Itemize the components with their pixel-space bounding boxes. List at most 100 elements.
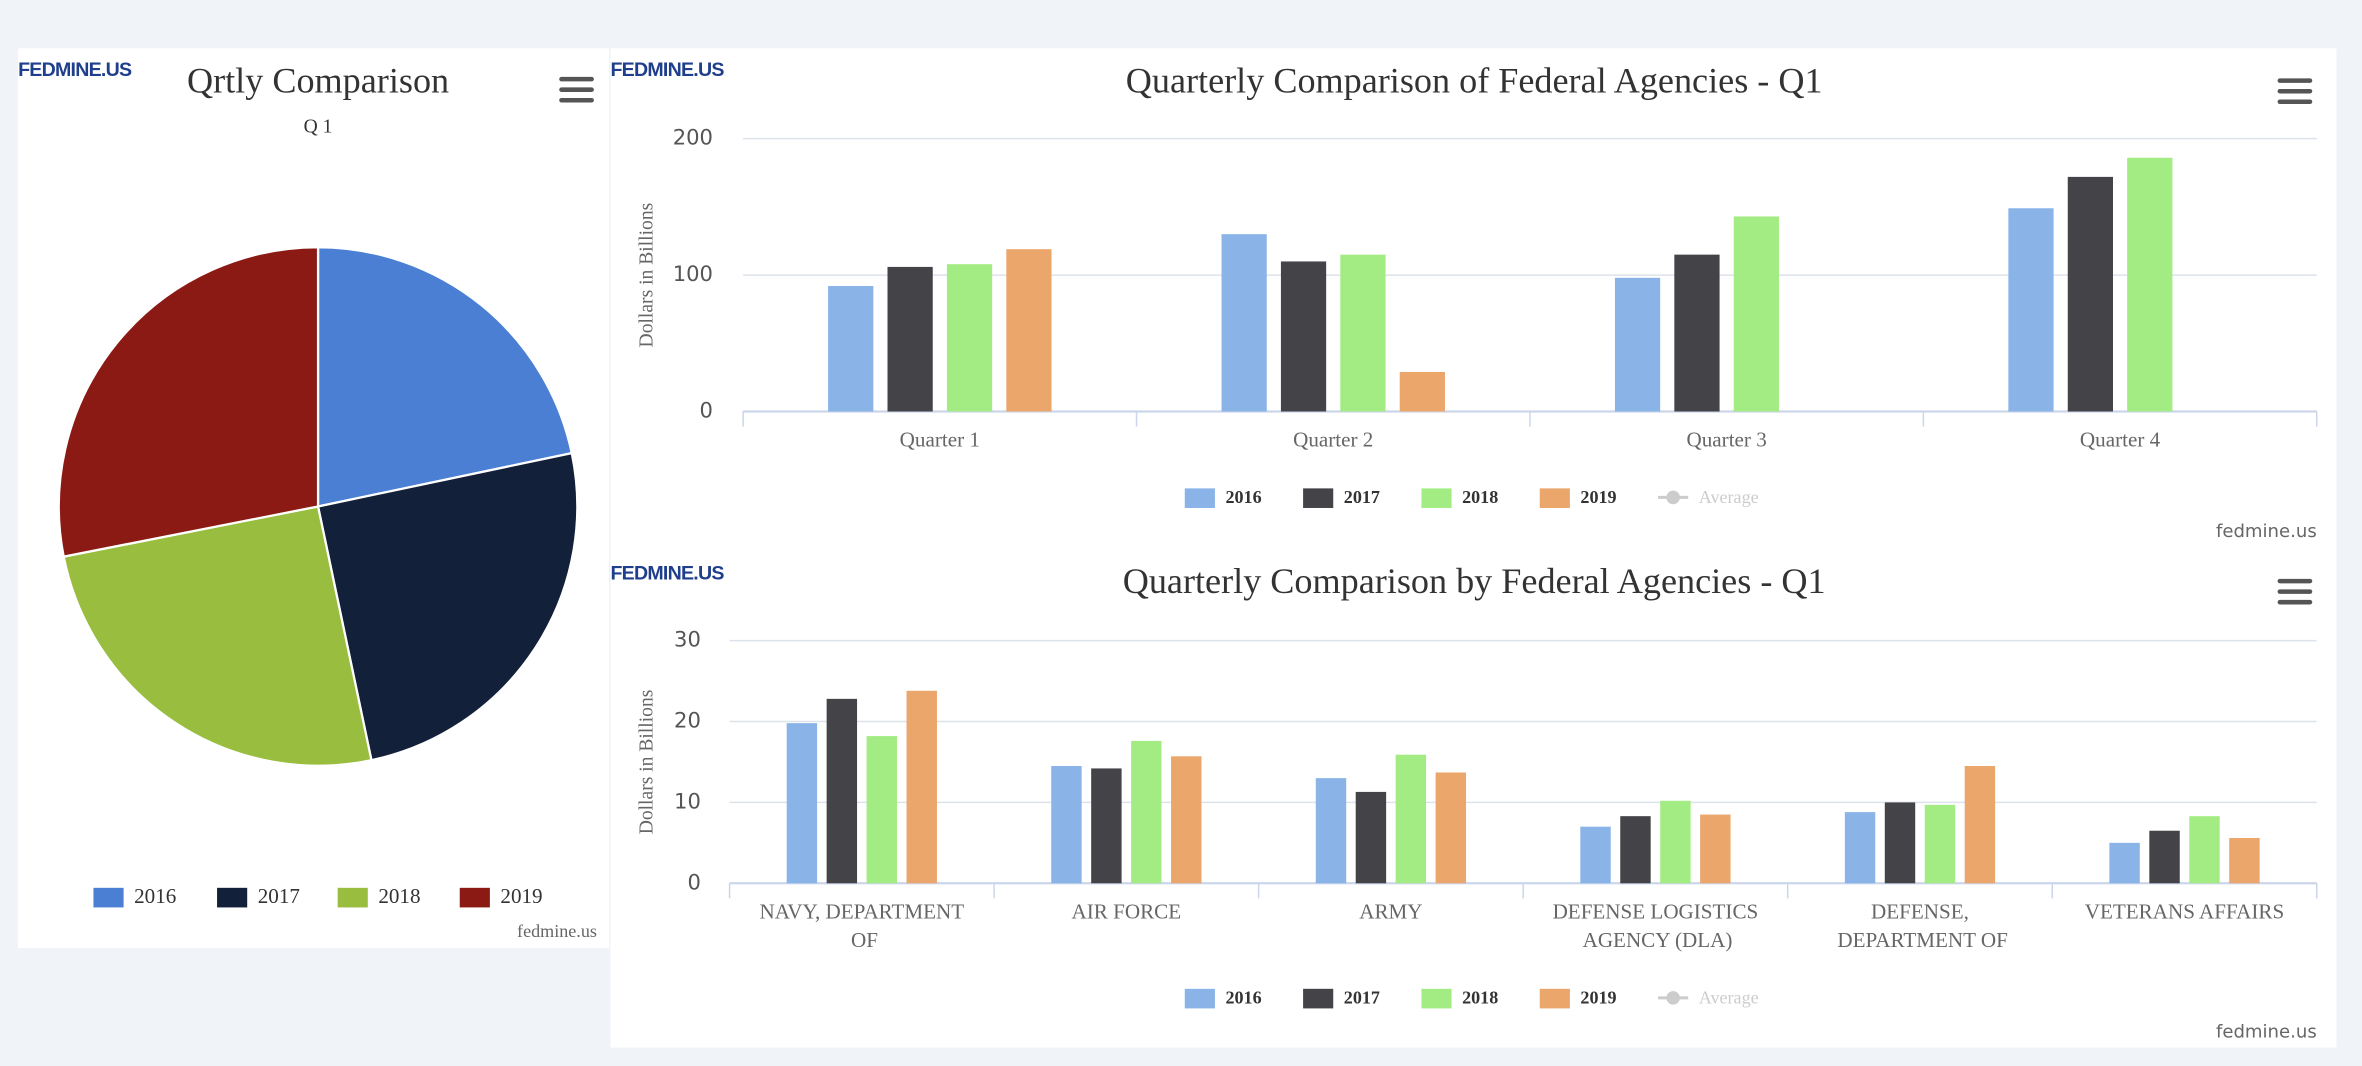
legend-label[interactable]: Average <box>1699 988 1759 1008</box>
chart-title: Quarterly Comparison by Federal Agencies… <box>1123 561 1826 601</box>
y-tick-label: 30 <box>674 627 701 652</box>
y-tick-label: 20 <box>674 708 701 733</box>
logo: FEDMINE.US <box>610 59 724 81</box>
bar <box>1733 216 1779 412</box>
bar <box>1620 816 1651 884</box>
bar <box>2109 842 2140 884</box>
x-tick-label: NAVY, DEPARTMENT OF <box>760 899 965 952</box>
legend-label[interactable]: 2019 <box>1580 988 1616 1008</box>
x-tick-label: ARMY <box>1359 899 1422 923</box>
bar <box>1315 778 1347 884</box>
bar <box>866 736 898 884</box>
legend-marker <box>1666 490 1680 505</box>
legend-label[interactable]: 2017 <box>1344 988 1380 1008</box>
legend-label[interactable]: 2019 <box>1580 487 1616 507</box>
bar <box>1964 766 1996 884</box>
bar <box>1051 766 1082 884</box>
menu-icon[interactable] <box>2277 578 2313 605</box>
bar <box>1091 768 1122 884</box>
menu-icon[interactable] <box>2277 78 2313 105</box>
bar <box>887 266 933 412</box>
legend-label[interactable]: 2016 <box>1225 988 1261 1008</box>
legend-label: 2019 <box>500 884 542 908</box>
legend-swatch <box>1539 988 1570 1009</box>
bar <box>1435 772 1467 884</box>
bar <box>1399 371 1445 412</box>
pie-slice <box>316 246 574 508</box>
logo: FEDMINE.US <box>18 59 132 81</box>
menu-icon[interactable] <box>559 76 594 103</box>
chart-subtitle: Q 1 <box>304 117 333 138</box>
legend-swatch <box>217 887 248 908</box>
bar <box>1660 800 1691 884</box>
y-tick-label: 0 <box>687 869 700 894</box>
bar <box>1280 261 1327 412</box>
legend-label[interactable]: 2017 <box>1344 487 1380 507</box>
bar <box>2008 208 2054 412</box>
x-tick-label: Quarter 4 <box>2080 427 2161 451</box>
y-tick-label: 100 <box>673 261 713 286</box>
x-tick-label: DEFENSE, DEPARTMENT OF <box>1832 899 2008 952</box>
legend-swatch <box>1539 488 1570 508</box>
legend-swatch <box>459 887 490 908</box>
pie-slice <box>62 505 373 767</box>
legend-label[interactable]: 2018 <box>1462 988 1498 1008</box>
x-tick-label: DEFENSE LOGISTICS AGENCY (DLA) <box>1553 899 1759 952</box>
bar <box>1674 254 1720 412</box>
y-tick-label: 0 <box>700 398 713 423</box>
bar <box>2189 816 2220 884</box>
legend-swatch <box>1421 988 1452 1009</box>
legend-label[interactable]: Average <box>1699 487 1759 507</box>
legend-swatch <box>1184 988 1215 1009</box>
y-axis-label: Dollars in Billions <box>637 690 658 835</box>
credit: fedmine.us <box>2216 521 2317 542</box>
chart-title: Qrtly Comparison <box>187 61 449 101</box>
bar <box>828 286 874 412</box>
bar <box>1131 740 1162 884</box>
bar <box>946 264 993 412</box>
bar <box>1844 812 1876 884</box>
legend-label[interactable]: 2016 <box>1225 487 1261 507</box>
legend-label[interactable]: 2018 <box>1462 487 1498 507</box>
bar <box>2127 157 2173 412</box>
bar <box>1614 277 1661 412</box>
bar <box>1700 814 1731 884</box>
pie-slice <box>57 246 320 558</box>
x-tick-label: Quarter 1 <box>900 427 980 451</box>
legend-swatch <box>1303 988 1334 1009</box>
legend-swatch <box>1184 488 1215 508</box>
bar <box>1340 254 1386 412</box>
legend-marker <box>1666 991 1680 1005</box>
legend-label: 2018 <box>378 884 420 908</box>
bar <box>1171 756 1202 884</box>
bar <box>1395 754 1427 884</box>
bar <box>1580 826 1611 884</box>
bar <box>1355 791 1387 884</box>
bar <box>1884 802 1916 884</box>
bar <box>786 723 818 884</box>
y-tick-label: 10 <box>674 788 701 813</box>
legend-swatch <box>93 887 124 908</box>
bar <box>826 698 858 884</box>
y-tick-label: 200 <box>673 125 713 150</box>
pie-slice <box>316 451 579 762</box>
logo: FEDMINE.US <box>610 562 724 584</box>
x-tick-label: AIR FORCE <box>1072 899 1182 923</box>
bar <box>1924 804 1956 884</box>
bar <box>1006 249 1052 412</box>
credit: fedmine.us <box>2216 1022 2317 1043</box>
bar <box>2149 830 2180 884</box>
bar <box>2067 176 2113 412</box>
bar <box>2229 838 2260 884</box>
x-tick-label: Quarter 3 <box>1687 427 1767 451</box>
legend-swatch <box>1303 488 1334 508</box>
legend-swatch <box>1421 488 1452 508</box>
y-axis-label: Dollars in Billions <box>637 203 658 348</box>
bar <box>906 690 937 884</box>
x-tick-label: Quarter 2 <box>1293 427 1373 451</box>
x-tick-label: VETERANS AFFAIRS <box>2085 899 2284 923</box>
legend-label: 2017 <box>258 884 300 908</box>
bar <box>1221 234 1267 412</box>
legend-label: 2016 <box>134 884 176 908</box>
